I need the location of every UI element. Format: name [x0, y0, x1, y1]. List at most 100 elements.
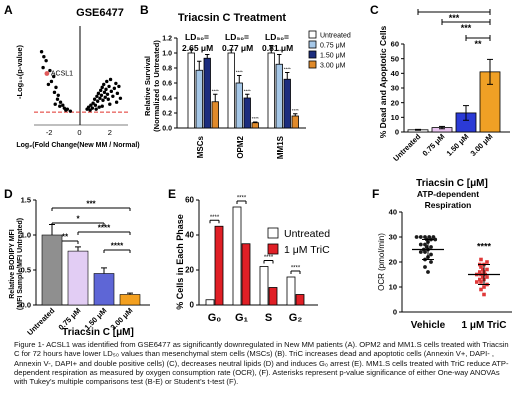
- figure-caption: Figure 1- ACSL1 was identified from GSE6…: [14, 340, 512, 386]
- bar-mscs-0: [187, 52, 195, 129]
- bar-opm2-3: [251, 122, 259, 129]
- ytick-label: 60: [391, 40, 399, 49]
- volcano-point: [54, 85, 58, 90]
- bar-e-3-1: [295, 294, 305, 306]
- bar-d-1: [67, 250, 89, 306]
- volcano-point: [99, 93, 104, 98]
- bracket-stars: ***: [86, 200, 96, 209]
- category-label: MM1S: [276, 135, 285, 159]
- volcano-point: [65, 107, 70, 111]
- bar-opm2-2: [243, 97, 251, 129]
- legend-label: 1.50 μM: [320, 52, 346, 59]
- dot-vehicle: [423, 265, 427, 269]
- volcano-point: [95, 94, 99, 98]
- bracket-stars: ****: [210, 215, 220, 221]
- panel-c-ylabel: % Dead and Apoptotic Cells: [378, 25, 388, 138]
- dot-tric: [479, 257, 483, 262]
- category-label: OPM2: [236, 135, 245, 158]
- bar-d-0: [41, 234, 63, 306]
- significance-stars: ****: [236, 70, 243, 75]
- bracket-stars: ****: [111, 242, 124, 251]
- volcano-point: [108, 102, 112, 106]
- ytick-label: 10: [391, 113, 399, 122]
- legend-label: 3.00 μM: [320, 62, 346, 69]
- ytick-label: 0.4: [162, 96, 172, 103]
- ytick-label: 20: [391, 98, 399, 107]
- panel-c-yticks: 0 10 20 30 40 50 60: [391, 40, 404, 137]
- bar-e-1-0: [232, 206, 242, 306]
- legend-label: Untreated: [320, 32, 351, 39]
- ytick-label: 10: [389, 283, 397, 292]
- dot-vehicle: [426, 270, 430, 274]
- category-label: 1 μM TriC: [461, 320, 506, 331]
- panel-c-letter: C: [370, 3, 379, 17]
- significance-stars: ****: [252, 116, 259, 121]
- ytick-label: 60: [185, 196, 194, 205]
- dot-tric: [482, 292, 486, 297]
- category-label: MSCs: [196, 135, 205, 158]
- panel-e-categories: G₀ G₁ S G₂: [208, 312, 303, 324]
- panel-f: F ATP-dependent Respiration OCR (pmol/mi…: [372, 187, 512, 331]
- legend-swatch: [267, 243, 279, 255]
- ytick-label: 40: [185, 231, 194, 240]
- ytick-label: 0.6: [162, 81, 172, 88]
- category-label: S: [265, 312, 272, 324]
- volcano-point: [61, 103, 65, 107]
- volcano-point: [100, 104, 104, 108]
- panel-f-letter: F: [372, 187, 379, 201]
- dot-vehicle: [418, 250, 423, 254]
- volcano-point: [107, 84, 111, 89]
- dot-tric: [479, 280, 483, 284]
- volcano-point: [102, 90, 107, 95]
- bracket-stars: ***: [449, 13, 460, 23]
- panel-c-significance-brackets: ********: [417, 9, 491, 49]
- volcano-point: [42, 54, 46, 59]
- bracket-stars: ***: [461, 23, 472, 33]
- panel-c-xlabel: Triacsin C [μM]: [416, 178, 488, 189]
- legend-swatch: [308, 40, 317, 49]
- dot-vehicle: [418, 235, 423, 239]
- volcano-point: [89, 103, 93, 107]
- bracket-stars: **: [62, 233, 69, 242]
- volcano-point: [56, 93, 60, 98]
- category-label: G₁: [235, 312, 249, 324]
- dot-tric: [481, 275, 485, 279]
- legend-swatch: [308, 60, 317, 69]
- bar-opm2-0: [227, 52, 235, 129]
- dot-tric: [485, 260, 489, 264]
- dot-tric: [481, 267, 485, 272]
- bar-e-3-0: [286, 276, 296, 306]
- panel-f-ylabel: OCR (pmol/min): [377, 233, 386, 291]
- panel-d-ylabel-line2: (MFI Sample/MFI Untreated): [17, 218, 24, 310]
- ytick-label: 0.0: [162, 126, 172, 133]
- panel-d-xlabel: Triacsin C [μM]: [62, 327, 134, 338]
- dot-vehicle: [418, 242, 423, 247]
- significance-stars: ****: [284, 67, 291, 72]
- volcano-point: [102, 82, 106, 87]
- ytick-label: 30: [391, 84, 399, 93]
- bar-e-1-1: [241, 243, 251, 306]
- volcano-point: [55, 97, 60, 101]
- panel-b-ylabel-line2: (Normalized to Untreated): [152, 40, 161, 132]
- volcano-point: [100, 85, 104, 90]
- volcano-point: [105, 92, 110, 97]
- volcano-point-acsl1: [44, 71, 50, 76]
- bracket-stars: *: [76, 215, 80, 224]
- dot-tric: [475, 280, 479, 284]
- volcano-point: [44, 58, 48, 63]
- category-label: 3.00 μM: [469, 132, 495, 158]
- panel-d-significance-brackets: **************: [51, 200, 131, 253]
- panel-a-xtick: 2: [108, 128, 112, 137]
- ld50-label: LD₅₀=: [265, 32, 289, 42]
- bracket-stars: ****: [291, 266, 301, 272]
- significance-stars: ****: [477, 242, 492, 252]
- volcano-point: [112, 86, 117, 91]
- dot-tric: [482, 285, 486, 289]
- volcano-point: [39, 50, 44, 54]
- ytick-label: 40: [391, 69, 399, 78]
- legend-swatch: [267, 227, 279, 239]
